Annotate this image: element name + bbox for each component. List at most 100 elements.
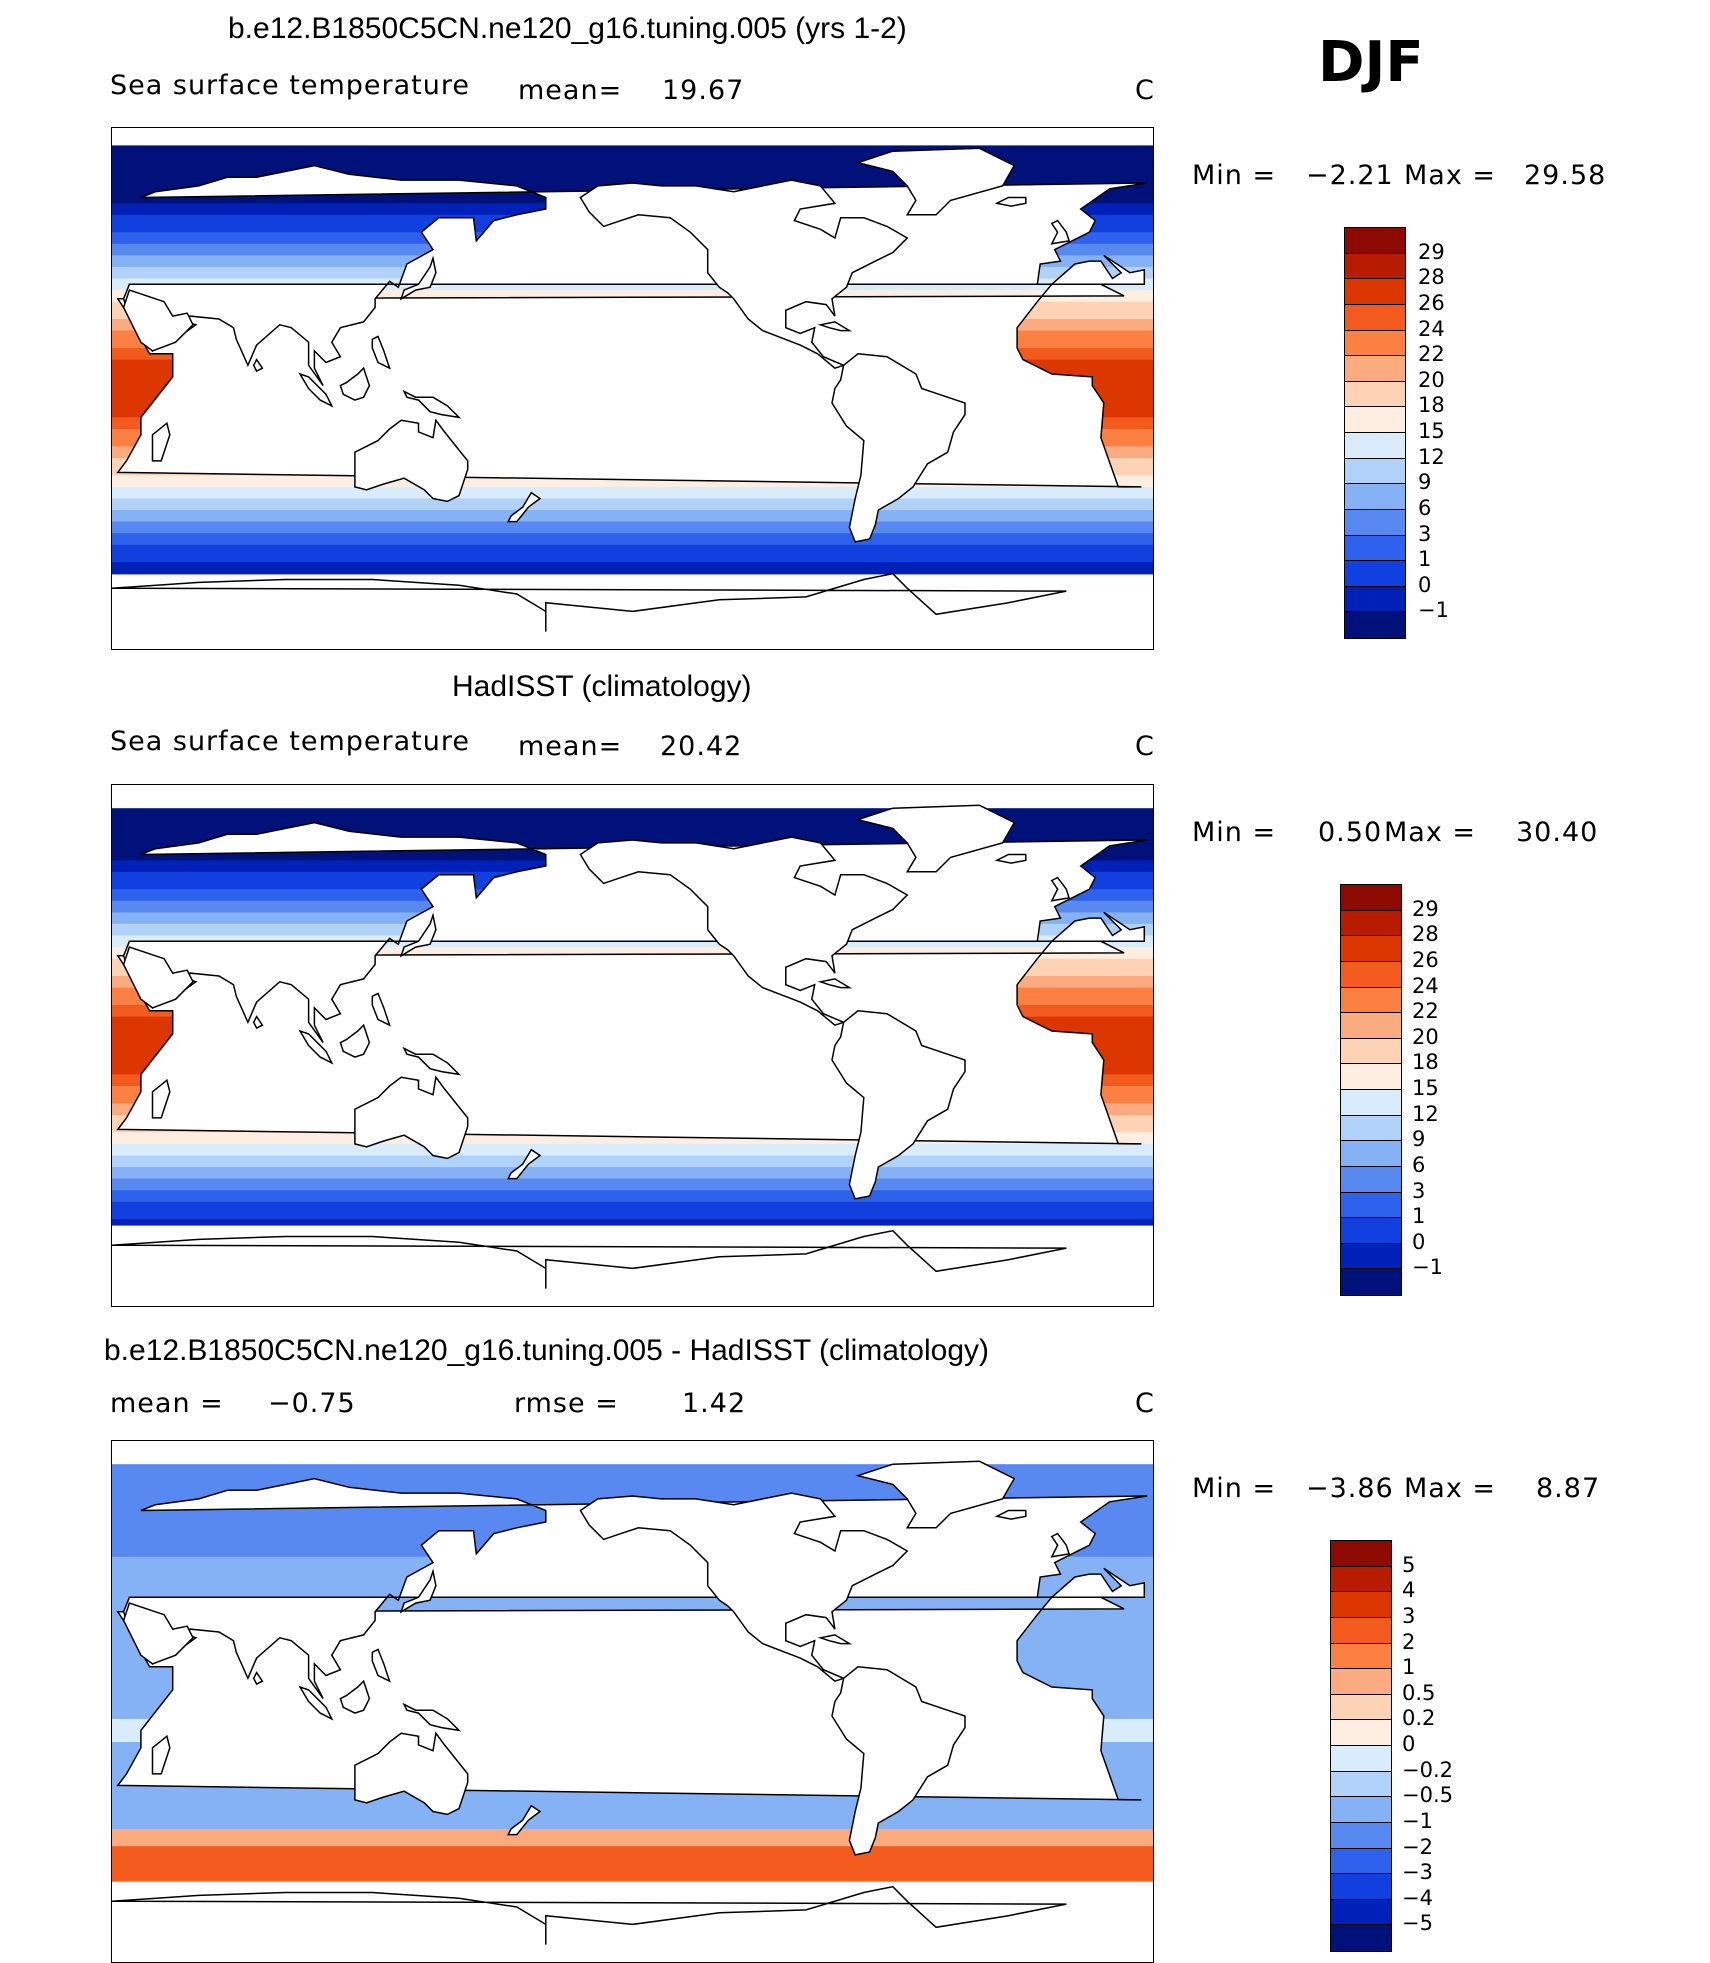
colorbar-swatch [1331, 1899, 1391, 1926]
colorbar-tick-label: 2 [1402, 1629, 1416, 1654]
max-value: 8.87 [1536, 1473, 1601, 1504]
colorbar-tick-label: 20 [1412, 1024, 1439, 1049]
colorbar-swatch [1331, 1797, 1391, 1823]
sst-band [112, 1846, 1153, 1853]
sst-band [112, 284, 1153, 291]
colorbar-swatch [1345, 356, 1405, 382]
continent-outline [579, 179, 909, 370]
panel-title: HadISST (climatology) [452, 670, 752, 703]
colorbar-swatch [1331, 1617, 1391, 1644]
continent-outline [112, 1229, 1067, 1289]
colorbar-swatch [1331, 1874, 1391, 1900]
continent-outline [339, 1679, 371, 1714]
sst-band [112, 1155, 1153, 1162]
colorbar-tick-label: 3 [1418, 521, 1432, 546]
min-value: −3.86 [1306, 1473, 1394, 1504]
colorbar-swatch [1341, 1064, 1401, 1090]
sst-band [112, 481, 1153, 488]
colorbar-diff [1330, 1540, 1392, 1952]
sst-band [112, 947, 1153, 954]
sst-band [112, 1823, 1153, 1830]
continent-outline [122, 164, 1148, 387]
colorbar-swatch [1345, 279, 1405, 305]
colorbar-swatch [1341, 987, 1401, 1014]
continent-outline [252, 1671, 264, 1686]
max-label: Max = [1404, 160, 1497, 191]
sst-band [112, 819, 1153, 827]
sst-band [112, 1840, 1153, 1847]
colorbar-swatch [1341, 1166, 1401, 1193]
colorbar-tick-label: 6 [1412, 1152, 1426, 1177]
variable-label: Sea surface temperature [110, 726, 470, 757]
sst-band [112, 486, 1153, 494]
colorbar-tick-label: −1 [1412, 1255, 1443, 1280]
min-label: Min = [1192, 160, 1277, 191]
colorbar-tick-label: 20 [1418, 367, 1445, 392]
sst-band [112, 1817, 1153, 1824]
mean-label: mean= [518, 731, 623, 762]
colorbar-swatch [1345, 509, 1405, 536]
continent-outline [354, 1731, 469, 1816]
continent-outline [402, 1046, 462, 1076]
map-svg [112, 1460, 1153, 1945]
continent-outline [354, 1075, 469, 1160]
sst-band [112, 1143, 1153, 1151]
sst-band [112, 1863, 1153, 1870]
rmse-value: 1.42 [682, 1388, 747, 1419]
colorbar-swatch [1331, 1541, 1391, 1567]
sst-band [112, 550, 1153, 557]
colorbar-swatch [1331, 1848, 1391, 1875]
colorbar-tick-label: 3 [1402, 1603, 1416, 1628]
continent-outline [817, 1634, 853, 1645]
sst-band [112, 1475, 1153, 1483]
continent-outline [506, 1148, 542, 1180]
colorbar-tick-label: 0.2 [1402, 1706, 1436, 1731]
mean-value: 20.42 [660, 731, 743, 762]
colorbar-swatch [1331, 1694, 1391, 1721]
sst-band [112, 568, 1153, 575]
continent-outline [112, 1885, 1067, 1945]
colorbar-swatch [1341, 1141, 1401, 1167]
unit-label: C [1135, 731, 1155, 762]
sst-band [112, 504, 1153, 511]
colorbar-swatch [1345, 535, 1405, 562]
colorbar-obs [1340, 884, 1402, 1296]
continent-outline [371, 1648, 391, 1683]
sst-band [112, 562, 1153, 569]
colorbar-tick-label: 4 [1402, 1578, 1416, 1603]
continent-outline [122, 1602, 194, 1665]
colorbar-tick-label: 3 [1412, 1178, 1426, 1203]
min-value: 0.50 [1318, 817, 1383, 848]
continent-outline [399, 255, 437, 301]
continent-outline [855, 804, 1016, 873]
max-value: 30.40 [1516, 817, 1599, 848]
max-label: Max = [1384, 817, 1477, 848]
colorbar-tick-label: 18 [1412, 1050, 1439, 1075]
max-label: Max = [1404, 1473, 1497, 1504]
continent-outline [399, 912, 437, 958]
colorbar-swatch [1345, 330, 1405, 357]
continent-outline [994, 1509, 1027, 1520]
min-value: −2.21 [1306, 160, 1394, 191]
continent-outline [151, 1734, 171, 1775]
colorbar-tick-label: 5 [1402, 1552, 1416, 1577]
sst-band [112, 1219, 1153, 1226]
continent-outline [1050, 219, 1071, 245]
sst-band [112, 1172, 1153, 1180]
sst-band [112, 162, 1153, 170]
sst-band [112, 515, 1153, 523]
sst-band [112, 831, 1153, 838]
map-svg [112, 145, 1153, 632]
sst-band [112, 1869, 1153, 1876]
colorbar-swatch [1341, 1013, 1401, 1039]
sst-band [112, 1603, 1153, 1610]
continent-outline [112, 572, 1067, 632]
colorbar-tick-label: 24 [1412, 973, 1439, 998]
colorbar-swatch [1341, 961, 1401, 988]
sst-band [112, 1597, 1153, 1604]
colorbar-tick-label: −1 [1418, 598, 1449, 623]
map-svg [112, 804, 1153, 1289]
sst-band [112, 521, 1153, 528]
colorbar-swatch [1341, 1218, 1401, 1244]
colorbar-tick-label: 26 [1412, 947, 1439, 972]
